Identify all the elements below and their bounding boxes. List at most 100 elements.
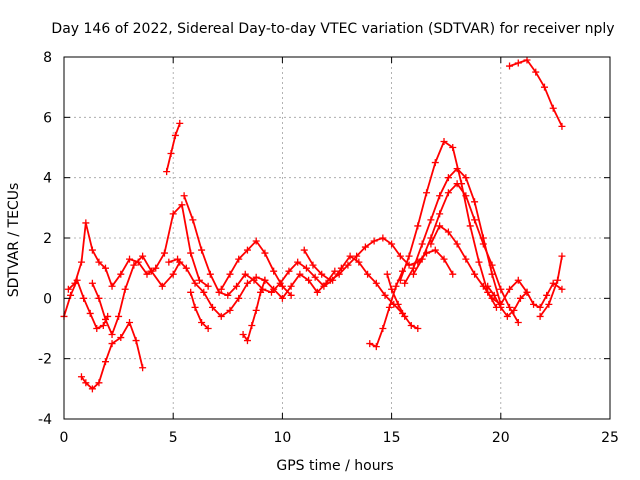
data-point	[187, 288, 195, 296]
data-point	[285, 267, 293, 275]
series-line	[486, 282, 563, 318]
data-point	[497, 285, 505, 293]
series-sat-n	[396, 137, 500, 311]
series-line	[220, 240, 292, 297]
data-point	[427, 240, 435, 248]
y-tick-label: 2	[43, 231, 52, 247]
data-point	[427, 216, 435, 224]
data-point	[379, 325, 387, 332]
data-point	[449, 270, 457, 278]
data-point	[132, 337, 140, 345]
data-point	[523, 56, 531, 64]
data-point	[95, 258, 103, 266]
data-point	[77, 258, 85, 266]
data-point	[77, 373, 85, 381]
data-point	[108, 282, 116, 290]
data-point	[372, 279, 380, 287]
data-point	[108, 340, 116, 348]
data-point	[401, 279, 409, 287]
series-line	[399, 140, 498, 309]
data-point	[523, 288, 531, 296]
data-point	[182, 264, 190, 272]
data-point	[250, 276, 258, 284]
data-point	[195, 276, 203, 284]
data-point	[261, 276, 269, 284]
data-point	[95, 379, 103, 387]
y-tick-label: 8	[43, 50, 52, 66]
data-point	[163, 168, 171, 176]
data-point	[436, 210, 444, 218]
data-point	[479, 240, 487, 248]
data-point	[418, 240, 426, 248]
data-point	[453, 180, 461, 188]
series-sat-h	[187, 288, 212, 332]
series-line	[189, 291, 209, 330]
data-point	[235, 255, 243, 263]
series-sat-a	[60, 276, 112, 332]
data-point	[409, 264, 417, 272]
data-point	[139, 252, 147, 260]
data-point	[543, 291, 551, 299]
data-point	[108, 331, 116, 339]
data-point	[414, 325, 422, 332]
data-point	[169, 270, 177, 278]
data-point	[82, 219, 90, 227]
data-point	[309, 261, 317, 269]
data-point	[198, 318, 206, 326]
x-tick-label: 25	[601, 430, 619, 446]
data-point	[204, 325, 212, 332]
y-axis-label: SDTVAR / TECUs	[6, 183, 22, 298]
data-point	[409, 270, 417, 278]
data-point	[405, 252, 413, 260]
data-point	[115, 312, 123, 320]
data-point	[503, 312, 511, 320]
y-tick-label: 0	[43, 291, 52, 307]
data-point	[117, 334, 125, 342]
data-point	[209, 303, 217, 311]
series-sat-l	[366, 267, 407, 351]
data-point	[475, 258, 483, 266]
data-point	[381, 291, 389, 299]
data-point	[536, 312, 544, 320]
data-point	[278, 294, 286, 302]
data-point	[278, 282, 286, 290]
data-point	[294, 258, 302, 266]
data-point	[514, 59, 522, 67]
data-point	[318, 270, 326, 278]
y-tick-label: 4	[43, 171, 52, 187]
data-point	[80, 294, 88, 302]
series-sat-c	[77, 318, 147, 393]
data-point	[235, 294, 243, 302]
data-point	[117, 270, 125, 278]
data-point	[549, 104, 557, 112]
data-point	[226, 306, 234, 314]
data-point	[261, 249, 269, 257]
series-line	[91, 255, 181, 336]
data-point	[364, 270, 372, 278]
data-point	[252, 237, 260, 245]
data-point	[82, 379, 90, 387]
data-point	[176, 119, 184, 127]
data-point	[488, 270, 496, 278]
data-point	[490, 291, 498, 299]
data-point	[152, 264, 160, 272]
series-line	[539, 255, 563, 318]
data-point	[71, 279, 79, 287]
data-point	[126, 255, 134, 263]
series-sat-r	[484, 279, 566, 320]
data-point	[121, 285, 129, 293]
series-sat-j	[239, 276, 269, 345]
series-sat-b	[64, 201, 212, 293]
data-point	[418, 255, 426, 263]
data-point	[440, 137, 448, 145]
data-point	[385, 303, 393, 311]
data-point	[471, 270, 479, 278]
data-point	[101, 358, 109, 366]
data-point	[270, 267, 278, 275]
data-point	[372, 343, 380, 351]
data-point	[353, 252, 361, 260]
series-sat-t	[506, 56, 566, 130]
data-point	[554, 276, 562, 284]
data-point	[545, 300, 553, 308]
